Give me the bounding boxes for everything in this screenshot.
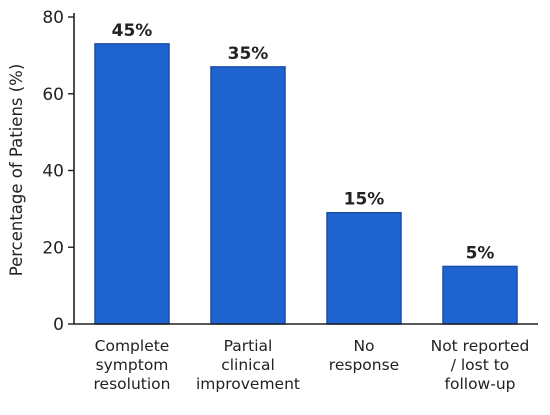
bar-data-label: 45% bbox=[112, 21, 153, 41]
y-axis-title: Percentage of Patiens (%) bbox=[7, 64, 26, 277]
data-labels: 45% 35% 15% 5% bbox=[112, 21, 495, 264]
y-axis-ticks: 0 20 40 60 80 bbox=[42, 8, 74, 335]
bars bbox=[94, 43, 518, 325]
y-tick-label: 0 bbox=[53, 315, 64, 335]
y-tick-label: 20 bbox=[42, 238, 64, 258]
y-tick-label: 40 bbox=[42, 162, 64, 182]
bar bbox=[210, 66, 286, 325]
bar bbox=[442, 265, 518, 325]
bar bbox=[94, 43, 170, 325]
bar-data-label: 5% bbox=[466, 243, 495, 263]
x-category-label: No response bbox=[329, 337, 399, 374]
bar bbox=[326, 211, 402, 325]
x-category-label: Not reported / lost to follow-up bbox=[431, 337, 530, 393]
y-tick-label: 60 bbox=[42, 85, 64, 105]
x-category-label: Complete symptom resolution bbox=[94, 337, 171, 393]
y-tick-label: 80 bbox=[42, 8, 64, 28]
bar-data-label: 15% bbox=[344, 190, 385, 210]
x-axis-labels: Complete symptom resolution Partial clinical… bbox=[94, 337, 530, 393]
bar-data-label: 35% bbox=[228, 44, 269, 64]
x-category-label: Partial clinical improvement bbox=[196, 337, 300, 393]
